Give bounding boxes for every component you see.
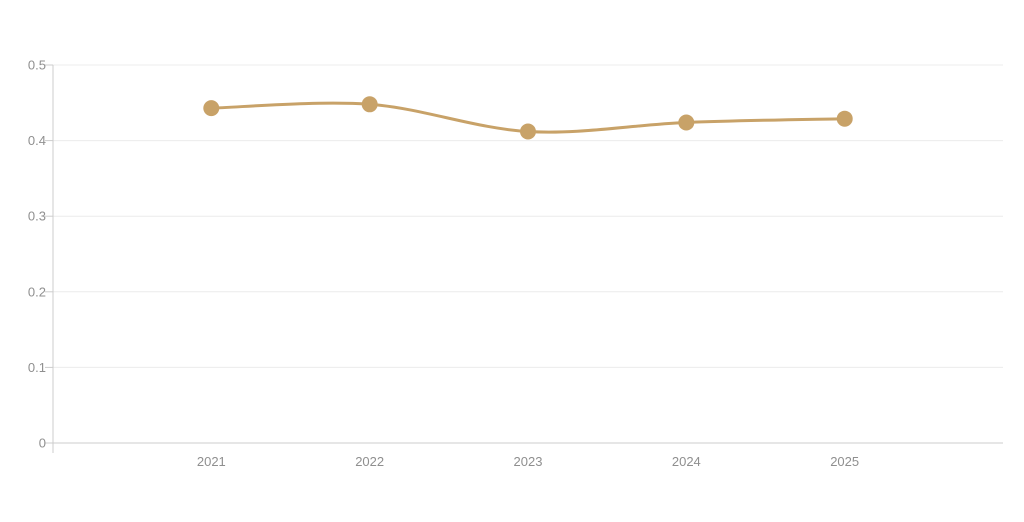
y-axis-label: 0.4 — [28, 133, 46, 148]
x-axis-label: 2021 — [197, 454, 226, 469]
x-axis-label: 2022 — [355, 454, 384, 469]
y-axis-label: 0.1 — [28, 360, 46, 375]
data-point-2025[interactable] — [836, 110, 853, 127]
data-point-2024[interactable] — [678, 114, 695, 131]
x-axis-label: 2024 — [672, 454, 701, 469]
y-axis-label: 0.5 — [28, 58, 46, 73]
data-point-2022[interactable] — [361, 96, 378, 113]
data-point-2021[interactable] — [203, 100, 220, 117]
x-axis-label: 2023 — [514, 454, 543, 469]
y-axis-label: 0.3 — [28, 209, 46, 224]
y-axis-label: 0 — [39, 436, 46, 451]
x-axis-label: 2025 — [830, 454, 859, 469]
data-point-2023[interactable] — [520, 123, 536, 140]
y-axis-label: 0.2 — [28, 284, 46, 299]
